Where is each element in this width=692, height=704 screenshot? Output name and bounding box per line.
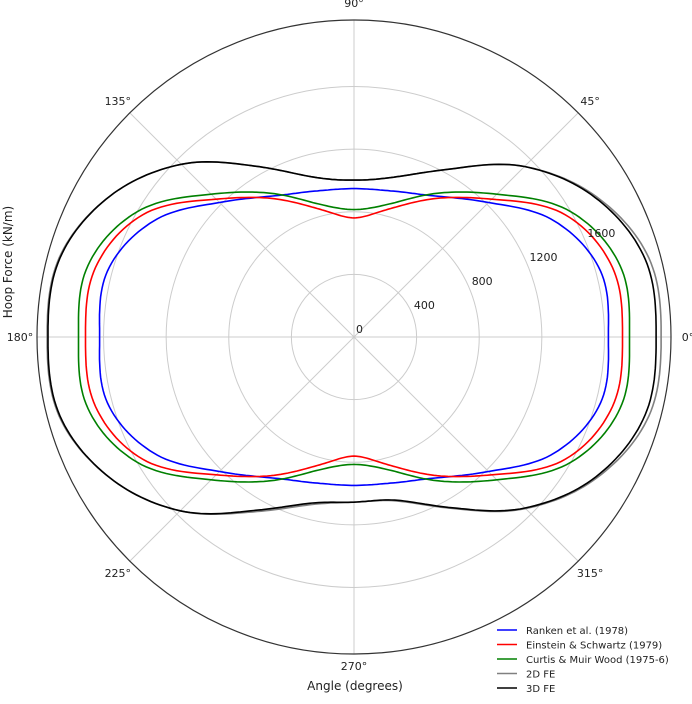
- angular-gridline: [353, 112, 579, 338]
- angular-tick-label: 315°: [577, 567, 604, 580]
- legend-label: 3D FE: [526, 684, 555, 695]
- angular-gridline: [129, 336, 355, 562]
- angular-tick-label: 45°: [580, 95, 600, 108]
- series-line-einstein-schwartz-1979-: [84, 196, 624, 478]
- angular-tick-label: 135°: [105, 95, 132, 108]
- series-line-3d-fe: [47, 160, 657, 515]
- legend-label: Ranken et al. (1978): [526, 626, 628, 637]
- radial-tick-label: 400: [414, 299, 435, 312]
- legend-label: Einstein & Schwartz (1979): [526, 641, 662, 652]
- radial-tick-label: 800: [472, 275, 493, 288]
- radial-tick-label: 1600: [587, 227, 615, 240]
- legend: Ranken et al. (1978) Einstein & Schwartz …: [497, 626, 669, 695]
- angular-tick-label: 180°: [7, 331, 34, 344]
- tick-labels: 0 400 800 1200 1600 0° 45° 90° 135° 180° 225° 270° 3…: [7, 0, 692, 673]
- series-group: [46, 160, 662, 515]
- legend-label: Curtis & Muir Wood (1975-6): [526, 655, 669, 666]
- radial-tick-label: 0: [356, 323, 363, 336]
- series-line-ranken-et-al-1978-: [98, 187, 610, 487]
- angular-tick-label: 225°: [105, 567, 132, 580]
- angular-tick-label: 0°: [682, 331, 692, 344]
- angular-gridline: [129, 112, 355, 338]
- radial-tick-label: 1200: [530, 251, 558, 264]
- outer-frame: [36, 19, 672, 655]
- legend-label: 2D FE: [526, 670, 555, 681]
- series-line-curtis-muir-wood-1975-6-: [77, 191, 631, 483]
- y-axis-label: Hoop Force (kN/m): [1, 206, 15, 318]
- grid: [36, 19, 672, 655]
- angular-tick-label: 270°: [341, 660, 368, 673]
- angular-tick-label: 90°: [344, 0, 364, 10]
- angular-gridline: [353, 336, 579, 562]
- x-axis-label: Angle (degrees): [307, 679, 403, 693]
